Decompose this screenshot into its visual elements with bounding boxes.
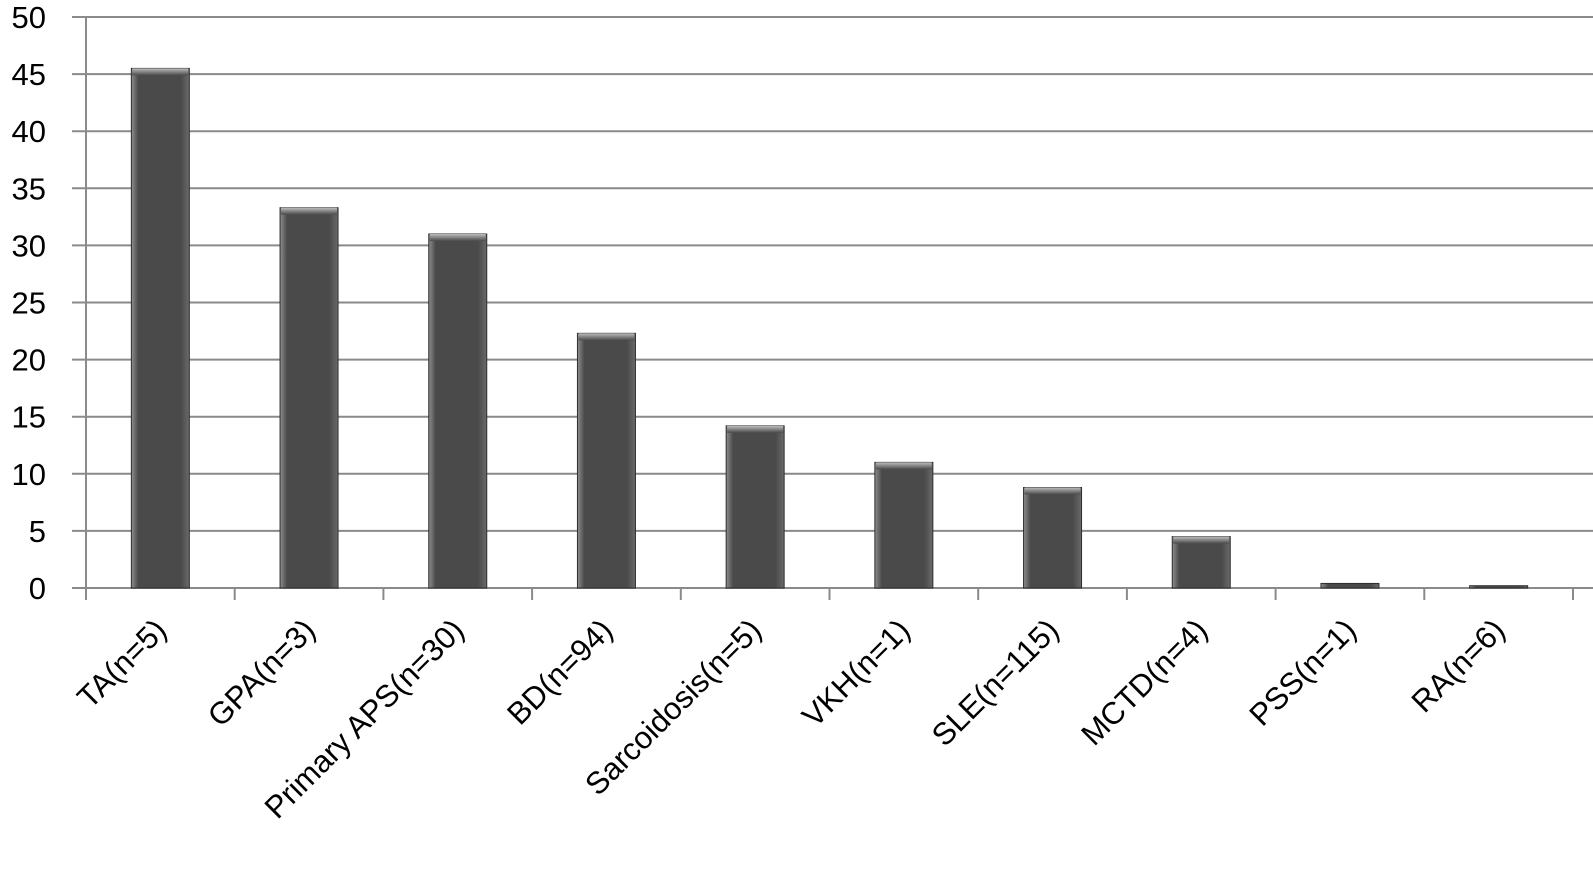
y-tick-label: 5 xyxy=(29,514,46,549)
x-category-label: TA(n=5) xyxy=(70,612,173,715)
bar-cap xyxy=(1173,536,1230,544)
bar xyxy=(428,233,488,589)
bar xyxy=(1171,536,1231,589)
bar xyxy=(279,207,339,589)
y-tick-label: 0 xyxy=(29,571,46,606)
x-category-label: BD(n=94) xyxy=(500,612,619,731)
bar-cap xyxy=(578,333,635,341)
y-tick-label: 15 xyxy=(12,400,46,435)
bar-cap xyxy=(429,233,486,241)
x-category-label: GPA(n=3) xyxy=(201,612,322,733)
bar xyxy=(1469,585,1529,589)
bar-cap xyxy=(875,462,932,470)
bar xyxy=(576,332,636,589)
bar xyxy=(1320,582,1380,589)
x-category-label: VKH(n=1) xyxy=(795,612,917,734)
y-tick-label: 40 xyxy=(12,114,46,149)
x-category-label: SLE(n=115) xyxy=(925,612,1066,753)
bar-cap xyxy=(132,68,189,76)
x-category-label: PSS(n=1) xyxy=(1243,612,1363,732)
bar-cap xyxy=(281,207,338,215)
bar-cap xyxy=(1024,487,1081,495)
y-tick-label: 45 xyxy=(12,57,46,92)
bar xyxy=(874,461,934,589)
y-tick-label: 35 xyxy=(12,171,46,206)
y-tick-label: 25 xyxy=(12,286,46,321)
bar xyxy=(130,67,190,589)
x-category-label: RA(n=6) xyxy=(1405,612,1512,719)
bar xyxy=(725,425,785,589)
bar-cap xyxy=(727,425,784,433)
bar xyxy=(1023,487,1083,589)
y-tick-label: 10 xyxy=(12,457,46,492)
y-tick-label: 50 xyxy=(12,0,46,35)
x-category-label: MCTD(n=4) xyxy=(1074,612,1214,752)
y-tick-label: 20 xyxy=(12,343,46,378)
y-tick-label: 30 xyxy=(12,228,46,263)
